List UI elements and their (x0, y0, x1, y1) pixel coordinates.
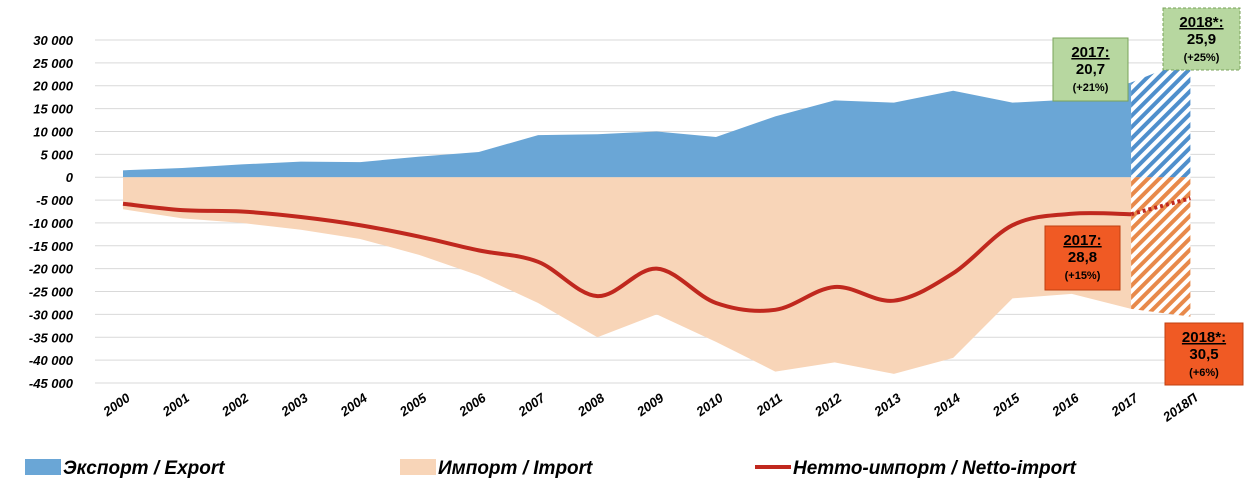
annotation-box (1162, 7, 1241, 71)
annotation-year: 2018*: (1179, 14, 1223, 31)
y-tick-label: 0 (66, 170, 74, 185)
annotation-value: 28,8 (1068, 249, 1097, 266)
x-tick-label: 2010 (693, 390, 727, 420)
annotation-value: 25,9 (1187, 31, 1216, 48)
annotation-box (1164, 322, 1244, 386)
x-tick-label: 2012 (811, 390, 845, 420)
x-tick-label: 2013 (871, 390, 905, 420)
netto-forecast-line (1130, 196, 1191, 217)
annotation-change: (+25%) (1184, 52, 1220, 64)
legend-swatch (400, 459, 436, 475)
x-tick-label: 2000 (100, 390, 134, 420)
x-tick-label: 2006 (455, 390, 489, 420)
annotation-year: 2018*: (1182, 329, 1226, 346)
x-tick-label: 2004 (337, 390, 371, 420)
annotation-year: 2017: (1063, 232, 1101, 249)
x-tick-label: 2005 (396, 390, 430, 420)
y-tick-label: -45 000 (29, 376, 74, 391)
y-tick-label: 30 000 (33, 33, 74, 48)
y-tick-label: 20 000 (32, 79, 74, 94)
x-tick-label: 2001 (159, 390, 192, 419)
x-tick-label: 2009 (633, 390, 667, 420)
legend-swatch (25, 459, 61, 475)
x-tick-label: 2016 (1048, 390, 1082, 420)
import-area (123, 177, 1132, 374)
legend-label: Нетто-импорт / Netto-import (793, 458, 1077, 479)
y-tick-label: -10 000 (29, 216, 74, 231)
x-tick-label: 2015 (989, 390, 1023, 420)
y-tick-label: -35 000 (29, 330, 74, 345)
y-tick-label: -5 000 (36, 193, 74, 208)
y-tick-label: -15 000 (29, 239, 74, 254)
y-tick-label: -30 000 (29, 307, 74, 322)
annotation-change: (+6%) (1189, 367, 1219, 379)
x-tick-label: 2003 (278, 390, 312, 420)
y-tick-label: -20 000 (29, 262, 74, 277)
y-tick-label: 15 000 (33, 102, 74, 117)
x-tick-label: 2002 (218, 390, 252, 420)
netto-line (122, 201, 1132, 313)
y-tick-label: 10 000 (33, 124, 74, 139)
annotation-value: 30,5 (1189, 346, 1218, 363)
x-tick-label: 2008 (574, 390, 608, 420)
annotation-change: (+21%) (1073, 82, 1109, 94)
legend-label: Экспорт / Export (63, 458, 225, 479)
x-tick-label: 2011 (753, 390, 785, 419)
x-tick-label: 2017 (1108, 390, 1142, 420)
export-area (123, 82, 1132, 178)
x-tick-label: 2014 (930, 390, 964, 420)
y-tick-label: 25 000 (32, 56, 74, 71)
annotation-year: 2017: (1071, 44, 1109, 61)
annotation-box (1044, 225, 1121, 291)
y-tick-label: -25 000 (29, 285, 74, 300)
y-tick-label: -40 000 (29, 353, 74, 368)
x-tick-label: 2018П (1159, 390, 1200, 425)
annotation-change: (+15%) (1065, 270, 1101, 282)
export-forecast-area (1131, 58, 1191, 178)
legend-label: Импорт / Import (438, 458, 593, 479)
import-forecast-area (1131, 177, 1191, 317)
annotation-box (1052, 37, 1129, 102)
y-tick-label: 5 000 (40, 147, 73, 162)
annotation-value: 20,7 (1076, 61, 1105, 78)
x-tick-label: 2007 (515, 390, 549, 420)
